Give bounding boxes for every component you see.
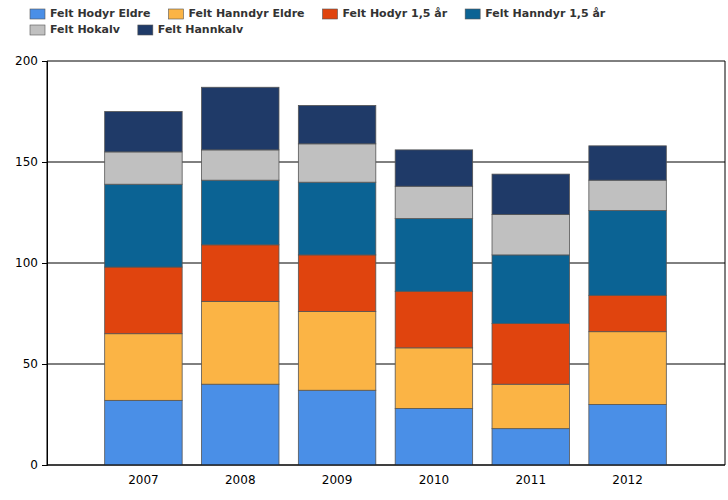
legend-swatch: [465, 9, 480, 19]
legend-label: Felt Hannkalv: [158, 23, 244, 36]
legend-swatch: [169, 9, 184, 19]
bar: [589, 295, 666, 331]
series: [105, 87, 667, 214]
legend-item: Felt Hanndyr Eldre: [169, 7, 305, 20]
bar: [395, 291, 472, 348]
tick-mark: [42, 465, 47, 466]
series: [105, 144, 667, 255]
legend-item: Felt Hannkalv: [138, 23, 244, 36]
grid-line: [47, 465, 725, 466]
legend-item: Felt Hokalv: [30, 23, 121, 36]
legend-label: Felt Hokalv: [50, 23, 121, 36]
tick: 0: [30, 458, 47, 472]
bar: [589, 332, 666, 405]
bar: [492, 255, 569, 324]
x-axis-line: [47, 465, 725, 466]
y-axis-line: [47, 61, 48, 465]
bar: [395, 348, 472, 409]
legend-item: Felt Hodyr Eldre: [30, 7, 151, 20]
series: [105, 384, 667, 465]
tick: 2009: [322, 473, 353, 487]
bar: [298, 105, 375, 143]
bar: [202, 301, 279, 384]
bar: [105, 112, 182, 152]
bar: [202, 384, 279, 465]
bar: [395, 186, 472, 218]
tick-label: 2008: [225, 473, 256, 487]
tick-label: 2009: [322, 473, 353, 487]
tick-label: 2012: [612, 473, 643, 487]
bar: [105, 152, 182, 184]
legend-swatch: [30, 9, 45, 19]
y-axis: 0 50 100 150 200: [15, 54, 47, 472]
legend-swatch: [30, 25, 45, 35]
bar: [298, 144, 375, 182]
series: [105, 180, 667, 323]
bar: [202, 87, 279, 150]
bar: [202, 180, 279, 245]
tick-label: 0: [30, 458, 38, 472]
bar: [395, 150, 472, 186]
bar: [492, 429, 569, 465]
tick: 100: [15, 256, 47, 270]
bar: [589, 404, 666, 465]
legend-item: Felt Hodyr 1,5 år: [323, 7, 448, 20]
bars: [105, 87, 667, 465]
bar: [298, 255, 375, 312]
legend-label: Felt Hodyr 1,5 år: [343, 7, 448, 20]
tick: 2012: [612, 473, 643, 487]
tick: 150: [15, 155, 47, 169]
tick-label: 150: [15, 155, 38, 169]
tick-mark: [42, 263, 47, 264]
bar: [492, 174, 569, 214]
tick: 50: [23, 357, 47, 371]
bar: [298, 311, 375, 390]
bar: [105, 400, 182, 465]
series: [105, 301, 667, 428]
axis-line: [42, 62, 48, 466]
tick-label: 2010: [419, 473, 450, 487]
tick-label: 2007: [128, 473, 159, 487]
tick: 2011: [515, 473, 546, 487]
frame-line: [725, 61, 726, 465]
bar: [395, 408, 472, 465]
bar: [202, 245, 279, 302]
bar: [492, 324, 569, 385]
bar: [202, 150, 279, 180]
tick-mark: [42, 61, 47, 62]
bar: [589, 210, 666, 295]
bar: [298, 182, 375, 255]
tick-label: 2011: [515, 473, 546, 487]
bar: [492, 384, 569, 428]
bar: [105, 267, 182, 334]
tick-mark: [42, 162, 47, 163]
tick-label: 100: [15, 256, 38, 270]
legend-swatch: [138, 25, 153, 35]
legend-item: Felt Hanndyr 1,5 år: [465, 7, 606, 20]
legend-label: Felt Hodyr Eldre: [50, 7, 151, 20]
legend: Felt Hodyr Eldre Felt Hanndyr Eldre Felt H…: [30, 7, 606, 36]
bar: [105, 184, 182, 267]
bar: [589, 146, 666, 180]
grid: [47, 61, 725, 465]
bar: [298, 390, 375, 465]
bar: [492, 215, 569, 255]
tick-label: 200: [15, 54, 38, 68]
grid-line: [47, 61, 725, 62]
tick-mark: [42, 364, 47, 365]
bar: [105, 334, 182, 401]
legend-swatch: [323, 9, 338, 19]
bar: [589, 180, 666, 210]
series: [105, 245, 667, 384]
tick: 2008: [225, 473, 256, 487]
bar: [395, 219, 472, 292]
tick: 2007: [128, 473, 159, 487]
legend-label: Felt Hanndyr Eldre: [189, 7, 305, 20]
tick: 2010: [419, 473, 450, 487]
tick-label: 50: [23, 357, 38, 371]
tick: 200: [15, 54, 47, 68]
x-axis: 2007 2008 2009 2010 2011 2012: [128, 473, 643, 487]
legend-label: Felt Hanndyr 1,5 år: [485, 7, 606, 20]
